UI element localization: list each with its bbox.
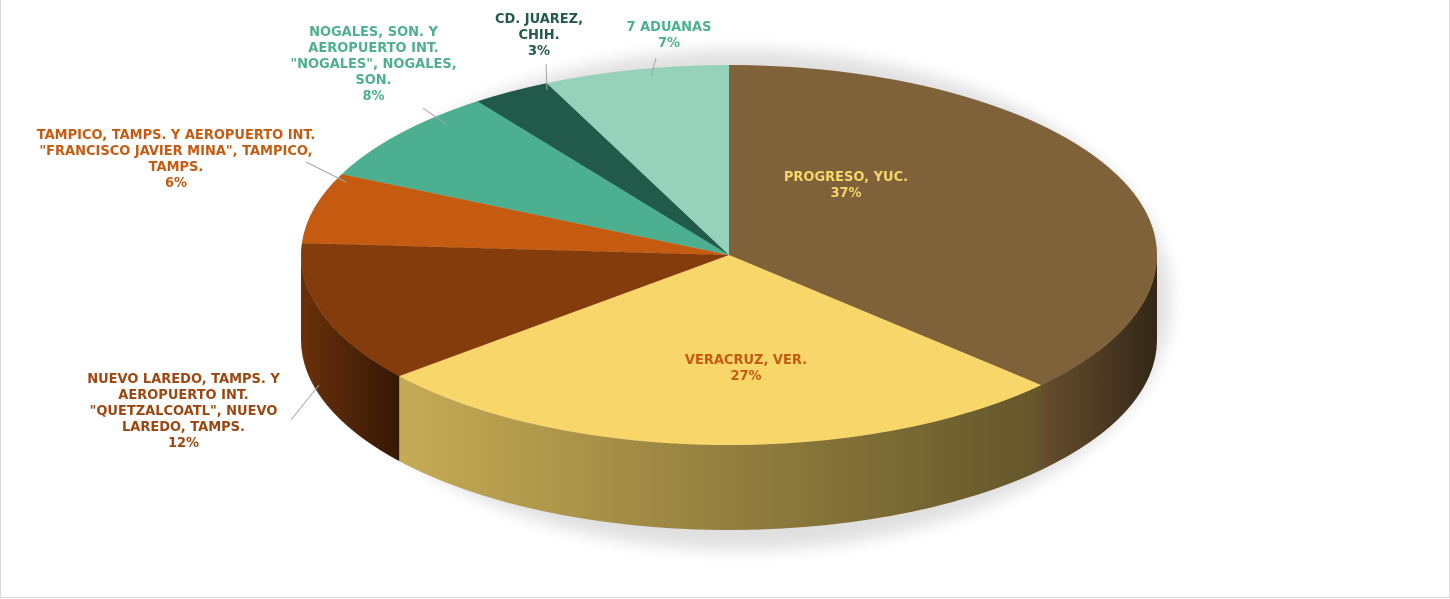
label-box: PROGRESO, YUC. 37% xyxy=(761,170,931,202)
label-box: VERACRUZ, VER. 27% xyxy=(661,353,831,385)
leader-line xyxy=(290,384,320,421)
slice xyxy=(477,83,729,256)
slice xyxy=(301,243,729,377)
category-label: NUEVO LAREDO, TAMPS. Y AEROPUERTO INT. "… xyxy=(87,372,280,435)
category-label: TAMPICO, TAMPS. Y AEROPUERTO INT. "FRANC… xyxy=(36,128,316,175)
value-label: 37% xyxy=(830,186,862,201)
value-label: 3% xyxy=(527,44,551,59)
leader-line xyxy=(305,161,347,183)
label-box: 7 ADUANAS 7% xyxy=(599,20,739,52)
data-label: TAMPICO, TAMPS. Y AEROPUERTO INT. "FRANC… xyxy=(31,128,321,192)
category-label: VERACRUZ, VER. xyxy=(684,353,808,368)
leader-line xyxy=(650,57,657,77)
slice xyxy=(546,65,729,255)
slice xyxy=(729,65,1157,386)
slice-side xyxy=(301,255,400,462)
slice-side xyxy=(1040,255,1157,471)
label-box: NUEVO LAREDO, TAMPS. Y AEROPUERTO INT. "… xyxy=(61,372,306,452)
data-label: NUEVO LAREDO, TAMPS. Y AEROPUERTO INT. "… xyxy=(61,372,306,452)
data-label: CD. JUAREZ, CHIH.3% xyxy=(479,12,599,60)
value-label: 8% xyxy=(362,89,385,104)
slice-side xyxy=(399,376,1041,530)
data-label: VERACRUZ, VER.27% xyxy=(661,353,831,385)
value-label: 27% xyxy=(730,369,762,384)
value-label: 6% xyxy=(164,176,188,191)
value-label: 12% xyxy=(167,436,200,451)
category-label: 7 ADUANAS xyxy=(626,20,712,35)
label-box: NOGALES, SON. Y AEROPUERTO INT. "NOGALES… xyxy=(286,25,461,105)
category-label: CD. JUAREZ, CHIH. xyxy=(494,12,584,43)
leader-line xyxy=(422,107,447,125)
leader-line xyxy=(545,63,548,91)
category-label: PROGRESO, YUC. xyxy=(783,170,909,185)
data-label: PROGRESO, YUC.37% xyxy=(761,170,931,202)
label-box: TAMPICO, TAMPS. Y AEROPUERTO INT. "FRANC… xyxy=(31,128,321,192)
data-label: NOGALES, SON. Y AEROPUERTO INT. "NOGALES… xyxy=(286,25,461,105)
slice xyxy=(399,255,1041,445)
label-box: CD. JUAREZ, CHIH. 3% xyxy=(479,12,599,60)
category-label: NOGALES, SON. Y AEROPUERTO INT. "NOGALES… xyxy=(290,25,457,88)
slice xyxy=(341,101,729,255)
slice xyxy=(301,174,729,255)
value-label: 7% xyxy=(657,36,681,51)
